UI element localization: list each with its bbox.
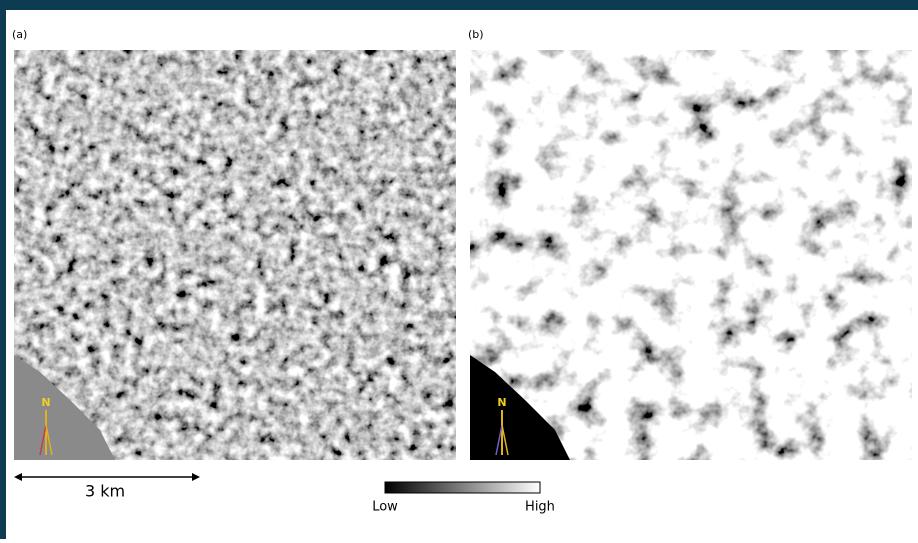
panel-label: (a)	[12, 28, 27, 41]
north-label: N	[497, 396, 506, 409]
colorbar-low: Low	[372, 500, 398, 515]
panel-label: (b)	[468, 28, 484, 41]
image-a: N	[14, 50, 456, 460]
figure: (a) (b) N N 3 km Low High	[0, 0, 918, 539]
north-label: N	[41, 396, 50, 409]
image-texture	[14, 50, 456, 460]
scale-label: 3 km	[85, 482, 125, 501]
image-b: N	[470, 50, 912, 460]
colorbar-gradient	[385, 482, 540, 493]
image-texture	[470, 50, 912, 460]
colorbar-high: High	[525, 500, 555, 515]
